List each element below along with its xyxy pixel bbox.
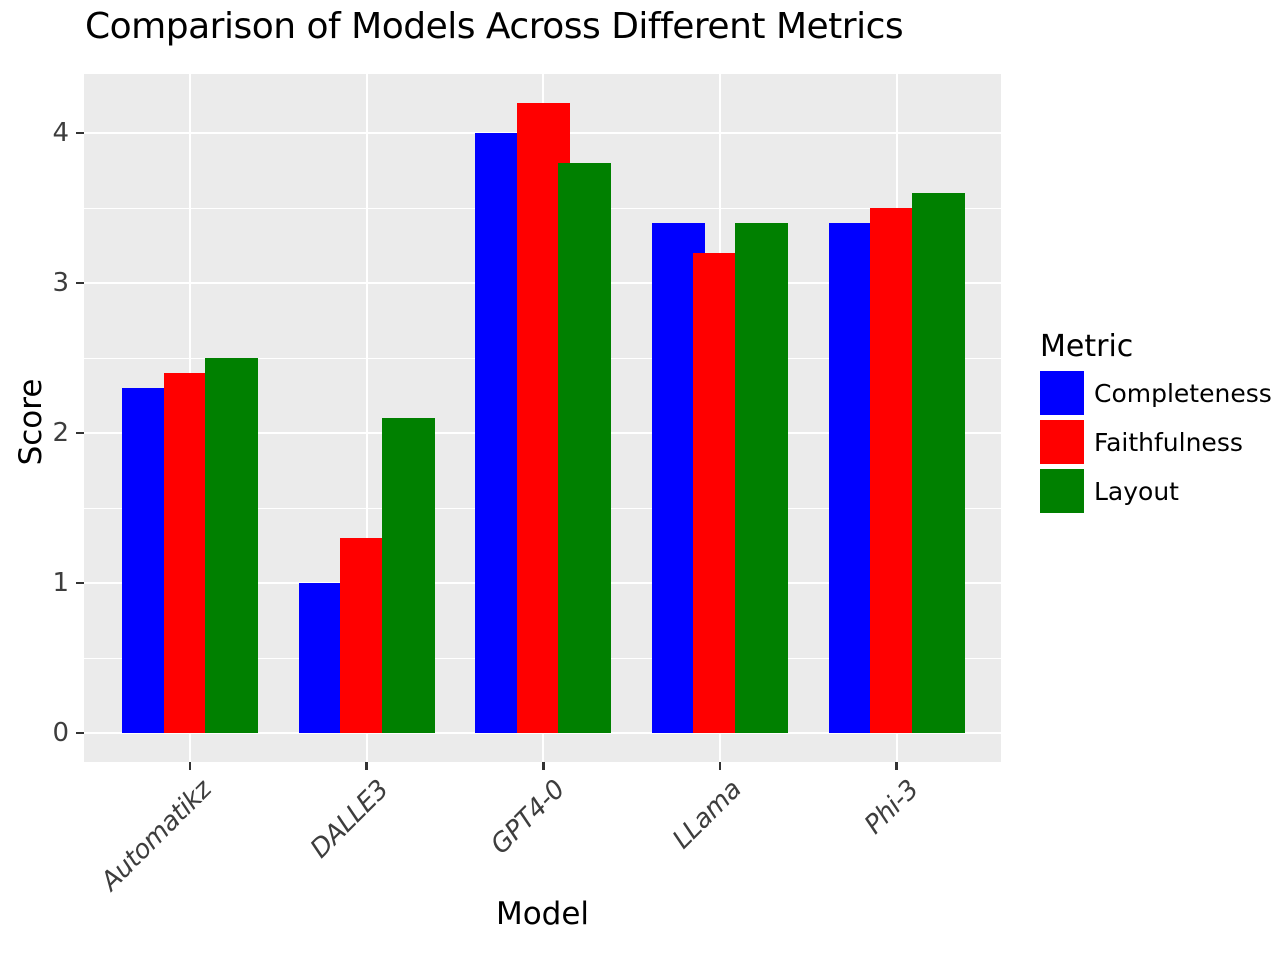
legend-swatch-faithfulness bbox=[1040, 420, 1084, 464]
legend: Metric Completeness Faithfulness Layout bbox=[1040, 329, 1272, 518]
y-axis-title: Score bbox=[13, 378, 49, 466]
x-tick-mark bbox=[365, 762, 368, 770]
legend-item-label: Layout bbox=[1094, 476, 1179, 506]
legend-items: Completeness Faithfulness Layout bbox=[1040, 371, 1272, 513]
y-tick-label: 3 bbox=[52, 268, 69, 298]
y-tick-mark bbox=[76, 131, 84, 135]
x-tick-label: DALLE3 bbox=[304, 774, 395, 865]
chart-title: Comparison of Models Across Different Me… bbox=[85, 6, 904, 47]
legend-item-label: Faithfulness bbox=[1094, 427, 1243, 457]
bar-gpt4-0-layout bbox=[558, 163, 612, 733]
y-tick-mark bbox=[76, 431, 84, 435]
x-axis-title: Model bbox=[495, 896, 590, 932]
bar-dalle3-layout bbox=[381, 418, 435, 733]
y-tick-label: 1 bbox=[52, 568, 69, 598]
x-tick-mark bbox=[542, 762, 545, 770]
x-tick-label: LLama bbox=[667, 774, 748, 855]
bar-llama-layout bbox=[734, 223, 788, 733]
x-tick-label: Automatikz bbox=[95, 774, 218, 897]
legend-item-label: Completeness bbox=[1094, 378, 1272, 408]
legend-swatch-completeness bbox=[1040, 371, 1084, 415]
plot-area bbox=[84, 74, 1001, 762]
y-tick-label: 2 bbox=[52, 418, 69, 448]
category-gridline bbox=[365, 74, 368, 762]
legend-item-completeness: Completeness bbox=[1040, 371, 1272, 415]
legend-title: Metric bbox=[1040, 329, 1134, 364]
y-tick-mark bbox=[76, 581, 84, 585]
y-tick-mark bbox=[76, 281, 84, 285]
bar-phi-3-layout bbox=[911, 193, 965, 733]
x-tick-label: GPT4-0 bbox=[485, 774, 572, 861]
y-tick-label: 4 bbox=[52, 118, 69, 148]
x-tick-label: Phi-3 bbox=[858, 774, 925, 841]
legend-item-faithfulness: Faithfulness bbox=[1040, 420, 1272, 464]
legend-item-layout: Layout bbox=[1040, 469, 1272, 513]
x-tick-mark bbox=[188, 762, 192, 770]
bar-automatikz-layout bbox=[205, 358, 258, 733]
x-tick-mark bbox=[718, 762, 722, 770]
y-tick-mark bbox=[76, 731, 84, 735]
y-tick-label: 0 bbox=[52, 718, 69, 748]
legend-swatch-layout bbox=[1040, 469, 1084, 513]
x-tick-mark bbox=[895, 762, 898, 770]
